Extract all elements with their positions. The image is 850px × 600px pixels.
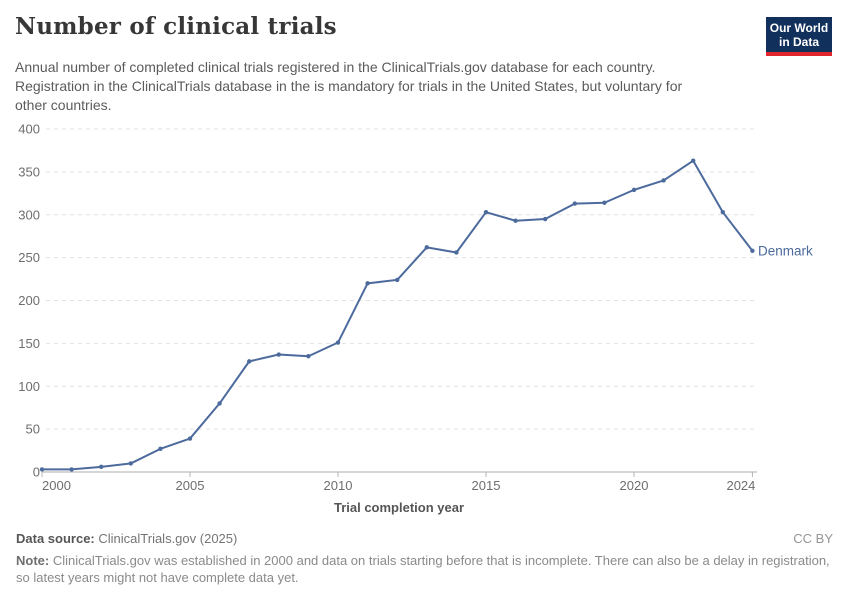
line-chart-plot[interactable]: 0 50 100 150 200 250 300 350 400 2000 2005 2010 2015… bbox=[0, 0, 850, 525]
data-point[interactable] bbox=[631, 187, 637, 193]
x-axis-title: Trial completion year bbox=[333, 500, 465, 515]
series-end-label[interactable]: Denmark bbox=[758, 243, 813, 258]
y-tick-label: 350 bbox=[18, 164, 40, 179]
data-source-label: Data source: bbox=[16, 531, 95, 546]
data-point[interactable] bbox=[365, 281, 370, 286]
data-point[interactable] bbox=[335, 340, 341, 345]
data-point[interactable] bbox=[454, 250, 459, 255]
data-point[interactable] bbox=[750, 248, 755, 253]
data-point[interactable] bbox=[39, 467, 45, 472]
data-point[interactable] bbox=[602, 200, 607, 205]
owid-logo-line2: in Data bbox=[778, 35, 819, 49]
license-link[interactable]: CC BY bbox=[793, 531, 833, 546]
subtitle-line: Registration in the ClinicalTrials datab… bbox=[15, 78, 683, 94]
data-point[interactable] bbox=[513, 218, 518, 223]
y-tick-label: 100 bbox=[18, 379, 40, 394]
y-tick-label: 50 bbox=[26, 422, 40, 437]
note-text: ClinicalTrials.gov was established in 20… bbox=[16, 553, 830, 585]
x-tick-label: 2000 bbox=[42, 478, 71, 493]
x-tick-label: 2024 bbox=[726, 478, 755, 493]
data-point[interactable] bbox=[128, 461, 133, 466]
data-point[interactable] bbox=[424, 245, 429, 250]
data-point[interactable] bbox=[395, 277, 400, 283]
data-point[interactable] bbox=[483, 209, 489, 215]
data-point[interactable] bbox=[661, 178, 666, 183]
data-point[interactable] bbox=[306, 354, 311, 359]
owid-logo[interactable]: Our World in Data bbox=[766, 17, 832, 56]
data-point[interactable] bbox=[69, 467, 74, 472]
y-tick-label: 400 bbox=[18, 122, 40, 137]
subtitle-line: other countries. bbox=[15, 97, 112, 113]
data-point[interactable] bbox=[720, 209, 725, 215]
x-tick-label: 2015 bbox=[472, 478, 501, 493]
data-point[interactable] bbox=[217, 401, 222, 406]
y-tick-label: 0 bbox=[33, 465, 40, 480]
data-point[interactable] bbox=[543, 216, 548, 222]
data-point[interactable] bbox=[99, 464, 104, 470]
subtitle-line: Annual number of completed clinical tria… bbox=[15, 59, 656, 75]
data-point[interactable] bbox=[572, 201, 577, 206]
data-point[interactable] bbox=[158, 446, 163, 452]
data-point[interactable] bbox=[691, 158, 696, 163]
data-source-link[interactable]: ClinicalTrials.gov (2025) bbox=[98, 531, 238, 546]
owid-logo-line1: Our World bbox=[769, 21, 829, 35]
data-point[interactable] bbox=[247, 359, 252, 364]
footer-note: Note: ClinicalTrials.gov was established… bbox=[16, 552, 834, 586]
data-point[interactable] bbox=[187, 436, 193, 441]
page-title: Number of clinical trials bbox=[15, 13, 337, 40]
y-tick-label: 250 bbox=[18, 250, 40, 265]
y-tick-label: 300 bbox=[18, 207, 40, 222]
x-tick-label: 2005 bbox=[176, 478, 205, 493]
y-tick-label: 150 bbox=[18, 336, 40, 351]
footer-source-row: Data source: ClinicalTrials.gov (2025) C… bbox=[16, 531, 834, 546]
note-label: Note: bbox=[16, 553, 50, 568]
x-tick-label: 2010 bbox=[324, 478, 353, 493]
chart-subtitle: Annual number of completed clinical tria… bbox=[15, 58, 682, 115]
y-tick-label: 200 bbox=[18, 293, 40, 308]
x-tick-label: 2020 bbox=[620, 478, 649, 493]
trend-line[interactable] bbox=[41, 159, 754, 471]
data-point[interactable] bbox=[276, 352, 281, 357]
